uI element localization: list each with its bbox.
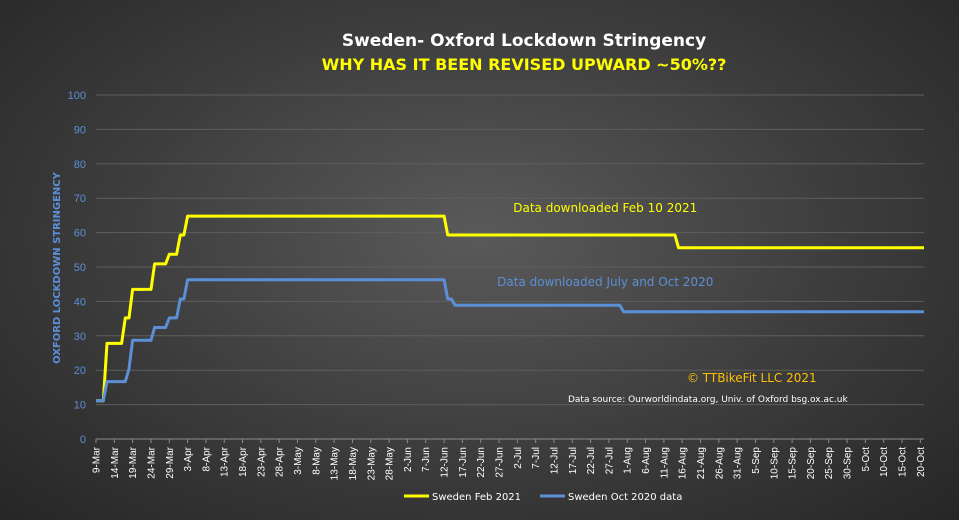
x-tick-label: 6-Aug [641, 447, 652, 474]
x-tick-label: 9-Mar [92, 446, 103, 473]
x-tick-label: 23-May [366, 447, 377, 480]
x-tick-label: 23-Apr [256, 446, 267, 477]
x-axis-ticks: 9-Mar 14-Mar 19-Mar 24-Mar 29-Mar 3-Apr 8-Apr 1… [92, 439, 927, 480]
x-tick-label: 3-Apr [183, 446, 194, 471]
legend-entry: Sweden Oct 2020 data [568, 492, 682, 503]
x-tick-label: 5-Sep [751, 447, 762, 474]
x-tick-label: 11-Aug [659, 447, 670, 479]
x-tick-label: 5-Oct [861, 447, 872, 472]
x-tick-label: 15-Oct [898, 447, 909, 477]
y-axis-label: OXFORD LOCKDOWN STRINGENCY [52, 171, 63, 364]
x-tick-label: 27-Jul [604, 447, 615, 474]
y-tick-label: 30 [74, 331, 86, 343]
x-tick-label: 8-May [311, 447, 322, 475]
x-tick-label: 7-Jun [421, 447, 432, 472]
chart-title: Sweden- Oxford Lockdown Stringency [342, 31, 706, 51]
annotation-label: Data downloaded July and Oct 2020 [497, 275, 713, 289]
y-tick-label: 70 [74, 193, 86, 205]
x-tick-label: 13-May [330, 447, 341, 480]
x-tick-label: 2-Jun [403, 447, 414, 472]
y-tick-label: 80 [74, 159, 86, 171]
x-tick-label: 1-Aug [623, 447, 634, 474]
x-tick-label: 25-Sep [824, 447, 835, 480]
x-tick-label: 8-Apr [201, 446, 212, 471]
y-tick-label: 50 [74, 262, 86, 274]
annotation-label: Data source: Ourworldindata.org, Univ. o… [568, 395, 849, 405]
y-tick-label: 10 [74, 400, 86, 412]
y-tick-label: 40 [74, 296, 86, 308]
x-tick-label: 19-Mar [128, 446, 139, 478]
x-tick-label: 12-Jul [549, 447, 560, 474]
x-tick-label: 7-Jul [531, 447, 542, 469]
y-tick-label: 100 [68, 90, 86, 102]
legend: Sweden Feb 2021 Sweden Oct 2020 data [404, 492, 682, 503]
x-tick-label: 17-Jul [568, 447, 579, 474]
legend-entry: Sweden Feb 2021 [432, 492, 521, 503]
x-tick-label: 28-Apr [275, 446, 286, 477]
x-tick-label: 30-Sep [843, 447, 854, 480]
x-tick-label: 3-May [293, 447, 304, 475]
x-tick-label: 10-Sep [769, 447, 780, 480]
x-tick-label: 10-Oct [879, 447, 890, 477]
x-tick-label: 15-Sep [788, 447, 799, 480]
x-tick-label: 13-Apr [220, 446, 231, 477]
annotation-label: © TTBikeFit LLC 2021 [687, 371, 817, 385]
x-tick-label: 14-Mar [110, 446, 121, 478]
annotation-label: Data downloaded Feb 10 2021 [513, 201, 697, 215]
series-lines [96, 214, 924, 403]
y-axis-ticks: 0 10 20 30 40 50 60 70 80 90 100 [68, 90, 86, 446]
y-tick-label: 60 [74, 228, 86, 240]
x-tick-label: 21-Aug [696, 447, 707, 479]
y-tick-label: 0 [80, 434, 86, 446]
x-tick-label: 29-Mar [165, 446, 176, 478]
x-tick-label: 28-May [385, 447, 396, 480]
x-tick-label: 18-Apr [238, 446, 249, 477]
x-tick-label: 2-Jul [513, 447, 524, 469]
x-tick-label: 20-Sep [806, 447, 817, 480]
y-tick-label: 90 [74, 124, 86, 136]
x-tick-label: 27-Jun [495, 447, 506, 478]
x-tick-label: 22-Jun [476, 447, 487, 478]
x-tick-label: 18-May [348, 447, 359, 480]
series-line-sweden-oct-2020-data [96, 278, 924, 403]
x-tick-label: 16-Aug [678, 447, 689, 479]
x-tick-label: 24-Mar [146, 446, 157, 478]
x-tick-label: 17-Jun [458, 447, 469, 478]
x-tick-label: 22-Jul [586, 447, 597, 474]
chart-subtitle: WHY HAS IT BEEN REVISED UPWARD ~50%?? [322, 55, 727, 74]
series-line-sweden-feb-2021 [96, 214, 924, 403]
annotations: Data downloaded Feb 10 2021 Data download… [497, 201, 848, 405]
x-tick-label: 31-Aug [733, 447, 744, 479]
x-tick-label: 26-Aug [714, 447, 725, 479]
y-tick-label: 20 [74, 365, 86, 377]
gridlines [96, 94, 924, 440]
x-tick-label: 12-Jun [440, 447, 451, 478]
x-tick-label: 20-Oct [916, 447, 927, 477]
